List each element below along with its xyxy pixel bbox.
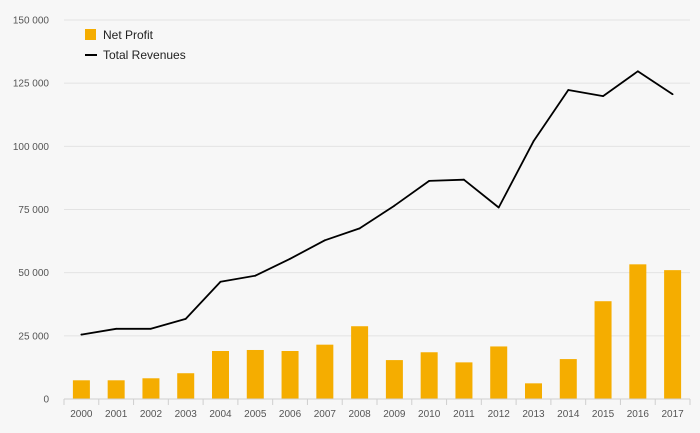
bar-net-profit-2000: [72, 380, 90, 399]
bar-net-profit-2011: [455, 362, 473, 399]
x-tick-label: 2001: [105, 409, 128, 420]
x-tick-label: 2009: [383, 409, 406, 420]
point-total-revenues-2005: [254, 274, 257, 277]
x-tick-label: 2000: [70, 409, 93, 420]
bar-net-profit-2007: [316, 344, 334, 399]
point-total-revenues-2006: [289, 257, 291, 260]
bar-net-profit-2008: [351, 326, 369, 399]
x-tick-label: 2003: [175, 409, 198, 420]
legend: Net Profit Total Revenues: [85, 28, 186, 62]
x-tick-label: 2008: [348, 409, 371, 420]
x-tick-label: 2002: [140, 409, 163, 420]
point-total-revenues-2012: [497, 206, 500, 209]
total-revenues-line-group: [80, 70, 674, 336]
gridlines: [64, 19, 690, 337]
x-tick-label: 2011: [453, 409, 475, 420]
bar-net-profit-2010: [420, 352, 438, 399]
bar-net-profit-2009: [385, 360, 403, 399]
x-tick-label: 2006: [279, 409, 302, 420]
bar-net-profit-2001: [107, 380, 125, 399]
y-tick-label: 0: [43, 395, 49, 406]
bar-net-profit-2005: [246, 349, 264, 399]
y-tick-label: 150 000: [13, 16, 50, 27]
x-tick-label: 2014: [557, 409, 580, 420]
point-total-revenues-2016: [636, 70, 639, 73]
x-tick-label: 2004: [209, 409, 232, 420]
point-total-revenues-2017: [671, 93, 674, 96]
x-tick-label: 2007: [314, 409, 337, 420]
legend-label-net-profit: Net Profit: [103, 28, 154, 42]
x-tick-label: 2013: [522, 409, 545, 420]
bar-net-profit-2016: [629, 264, 647, 399]
point-total-revenues-2007: [323, 239, 326, 242]
x-tick-label: 2012: [488, 409, 511, 420]
point-total-revenues-2013: [532, 140, 535, 143]
y-tick-label: 125 000: [13, 79, 50, 90]
bar-net-profit-2013: [525, 383, 542, 399]
x-tick-label: 2015: [592, 409, 615, 420]
point-total-revenues-2002: [150, 327, 152, 330]
x-tick-label: 2005: [244, 409, 267, 420]
bar-net-profit-2003: [177, 373, 195, 399]
point-total-revenues-2003: [184, 318, 187, 320]
bar-net-profit-2014: [559, 359, 577, 399]
point-total-revenues-2015: [602, 95, 604, 97]
legend-label-total-revenues: Total Revenues: [103, 48, 186, 62]
y-tick-label: 50 000: [18, 268, 49, 279]
x-axis: 2000 2001 2002 2003 2004 2005 2006 2007 2008 2009…: [63, 398, 691, 420]
bar-net-profit-2004: [212, 350, 229, 399]
point-total-revenues-2009: [393, 204, 396, 207]
net-profit-bars: [72, 264, 682, 399]
bar-net-profit-2006: [281, 350, 299, 399]
y-tick-label: 100 000: [13, 142, 50, 153]
point-total-revenues-2010: [428, 180, 431, 182]
point-total-revenues-2011: [463, 178, 465, 181]
bar-net-profit-2012: [490, 346, 508, 399]
y-tick-label: 75 000: [18, 205, 49, 216]
point-total-revenues-2000: [80, 333, 83, 336]
point-total-revenues-2001: [115, 327, 118, 330]
x-tick-label: 2017: [661, 409, 684, 420]
point-total-revenues-2008: [358, 227, 361, 230]
y-tick-label: 25 000: [18, 331, 49, 342]
line-total-revenues: [81, 70, 674, 336]
x-tick-label: 2010: [418, 409, 441, 420]
point-total-revenues-2004: [219, 280, 222, 283]
bar-net-profit-2002: [142, 378, 160, 399]
point-total-revenues-2014: [567, 89, 570, 91]
bar-net-profit-2015: [594, 301, 612, 399]
legend-swatch-net-profit: [85, 29, 96, 40]
y-axis-ticks: 0 25 000 50 000 75 000 100 000 125 000 150 000: [13, 16, 50, 406]
x-tick-label: 2016: [627, 409, 650, 420]
bar-net-profit-2017: [664, 270, 682, 399]
